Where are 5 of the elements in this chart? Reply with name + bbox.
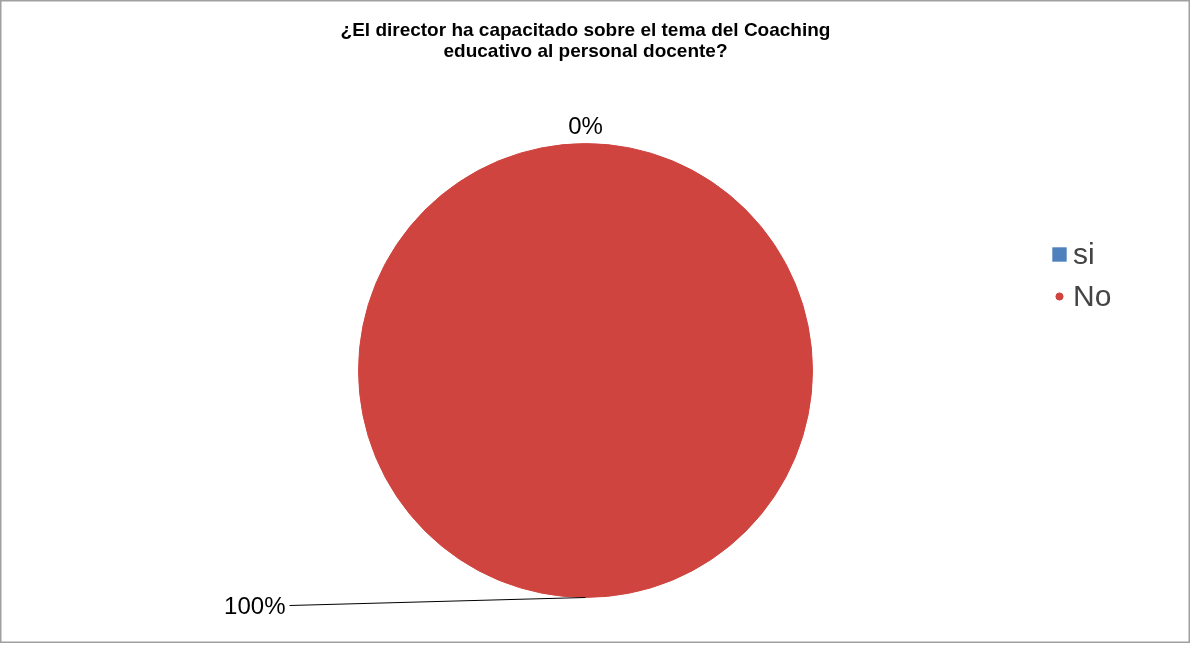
- legend-label: No: [1073, 279, 1112, 313]
- data-label: 100%: [224, 592, 286, 619]
- text: 0%: [568, 112, 603, 139]
- legend-label: si: [1073, 237, 1095, 271]
- chart-title: ¿El director ha capacitado sobre el tema del Coaching educativo al personal docente?: [340, 18, 831, 61]
